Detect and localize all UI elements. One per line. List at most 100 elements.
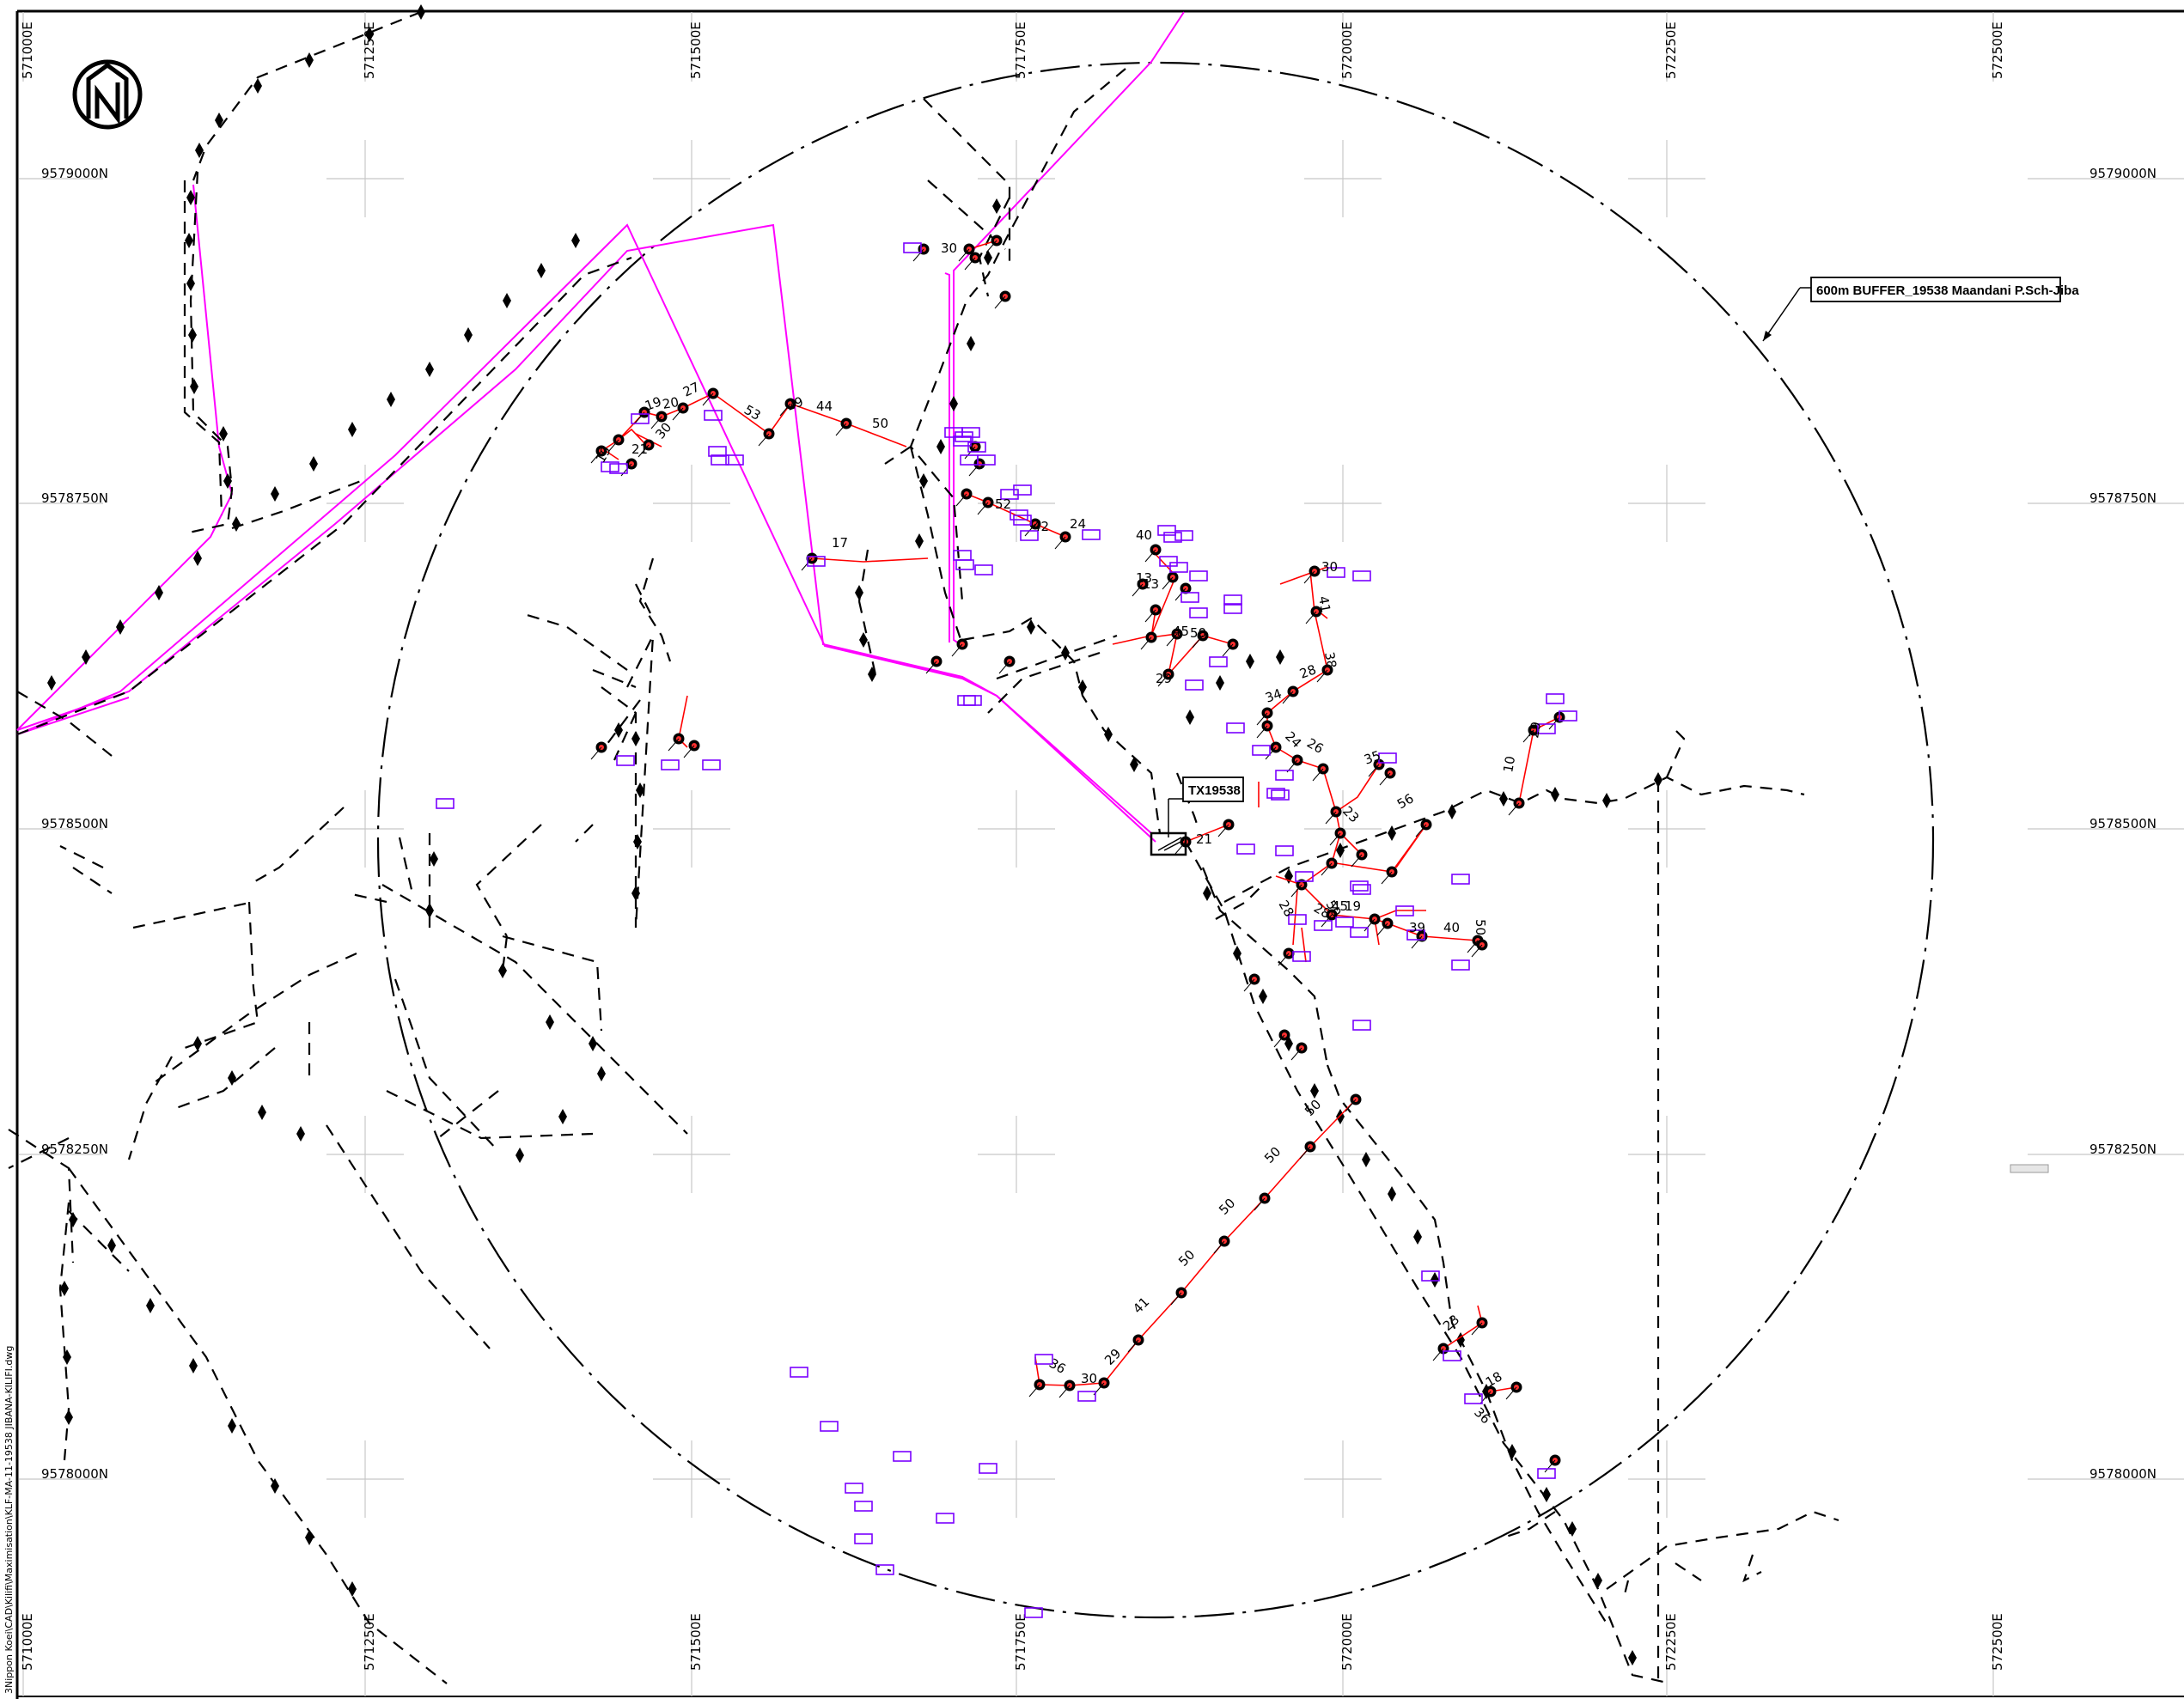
span-length-label: 21 [631, 441, 648, 457]
pole-diamond-marker [636, 783, 644, 798]
pole-diamond-marker [253, 78, 262, 94]
meter-box [955, 559, 974, 570]
north-arrow-icon [72, 59, 143, 130]
pole-node [607, 434, 625, 453]
pole-diamond-marker [1276, 649, 1284, 665]
pole-node [1282, 685, 1299, 704]
meter-box [875, 1564, 894, 1575]
pole-node [964, 441, 981, 460]
meter-box [1174, 530, 1193, 541]
pole-diamond-marker [967, 336, 975, 351]
pole-diamond-marker [271, 1478, 279, 1494]
pole-diamond-marker [919, 473, 928, 489]
pole-node [1278, 947, 1295, 966]
meter-box [1020, 530, 1039, 541]
meter-box [1082, 529, 1101, 540]
meter-box [1209, 656, 1228, 667]
easting-label: 571000E [20, 21, 35, 79]
pole-diamond-marker [1542, 1487, 1551, 1502]
meter-box [953, 435, 972, 447]
pole-node [1217, 819, 1235, 837]
meter-box [1352, 1020, 1371, 1031]
meter-box [1189, 570, 1208, 582]
pole-node [650, 411, 668, 429]
pole-node [1162, 571, 1179, 590]
meter-box [1223, 594, 1242, 606]
pole-diamond-marker [1130, 757, 1138, 772]
pole-diamond-marker [305, 1530, 314, 1545]
pole-node [683, 740, 700, 758]
pole-diamond-marker [1654, 772, 1662, 788]
pole-diamond-marker [228, 1070, 236, 1086]
meter-box [1163, 532, 1182, 543]
pole-diamond-marker [1362, 1152, 1370, 1167]
pole-diamond-marker [631, 886, 640, 901]
pole-node [925, 655, 943, 674]
pole-node [1290, 879, 1308, 898]
pole-diamond-marker [232, 516, 241, 532]
meter-box [845, 1483, 863, 1494]
pole-diamond-marker [1594, 1573, 1602, 1588]
pole-node [1376, 917, 1394, 936]
buffer-callout: 600m BUFFER_19538 Maandani P.Sch-Jiba [1762, 277, 2079, 342]
meter-box [1024, 1607, 1043, 1618]
meter-box [936, 1513, 955, 1524]
pole-diamond-marker [503, 293, 511, 308]
pole-node [758, 428, 775, 447]
meter-box [1013, 484, 1032, 496]
pole-node [1256, 720, 1273, 739]
pole-diamond-marker [936, 439, 945, 454]
meter-box [1223, 603, 1242, 614]
pole-node [994, 290, 1011, 309]
span-length-label: 50 [872, 416, 888, 431]
meter-box [1013, 515, 1032, 526]
pole-diamond-marker [223, 473, 232, 489]
pole-node [1508, 797, 1525, 816]
existing-lv-network [8, 10, 1839, 1685]
meter-box [1378, 752, 1397, 764]
span-length-label: 29 [1156, 671, 1172, 686]
coordinate-grid-labels: 571000E 571000E 571250E 571250E 571500E 57150… [20, 21, 2157, 1671]
meter-box [725, 454, 744, 466]
pole-node [1273, 1029, 1290, 1048]
pole-diamond-marker [348, 422, 357, 437]
meter-box [893, 1451, 912, 1462]
meter-box [1288, 914, 1307, 925]
pole-diamond-marker [258, 1105, 266, 1120]
meter-box [820, 1421, 839, 1432]
pole-node [1174, 582, 1192, 601]
meter-box [436, 798, 454, 809]
meter-box [1226, 722, 1245, 734]
span-length-label: 44 [816, 399, 833, 414]
pole-node [1166, 628, 1183, 647]
easting-label: 571500E [688, 1613, 704, 1671]
span-length-label: 38 [1321, 651, 1339, 670]
meter-box [963, 695, 982, 706]
pole-node [1345, 1093, 1362, 1112]
pole-diamond-marker [631, 731, 640, 746]
meter-box [1077, 1391, 1096, 1402]
pole-node [964, 252, 981, 271]
meter-box [1350, 927, 1369, 938]
span-length-label: 13 [1136, 570, 1152, 586]
pole-diamond-marker [348, 1581, 357, 1597]
meter-box [1327, 567, 1345, 578]
northing-label: 9578500N [41, 816, 108, 831]
pole-diamond-marker [558, 1109, 567, 1124]
pole-node [1305, 606, 1322, 624]
easting-label: 572250E [1663, 21, 1679, 79]
span-length-label: 17 [832, 535, 848, 551]
pole-diamond-marker [1568, 1521, 1577, 1537]
pole-diamond-marker [1027, 619, 1035, 635]
meter-box [1034, 1354, 1053, 1365]
pole-node [590, 741, 607, 760]
meter-box [1451, 874, 1470, 885]
pole-node [1054, 531, 1071, 550]
easting-label: 571500E [688, 21, 704, 79]
drawing-file-path: 3Nippon Koei\CAD\Kilifi\Maximisation\KLF… [3, 1346, 15, 1694]
pole-node [1222, 638, 1239, 657]
poles [590, 234, 1565, 1473]
pole-node [1213, 1235, 1230, 1254]
span-length-label: 28 [1297, 661, 1318, 681]
easting-label: 571750E [1013, 21, 1028, 79]
